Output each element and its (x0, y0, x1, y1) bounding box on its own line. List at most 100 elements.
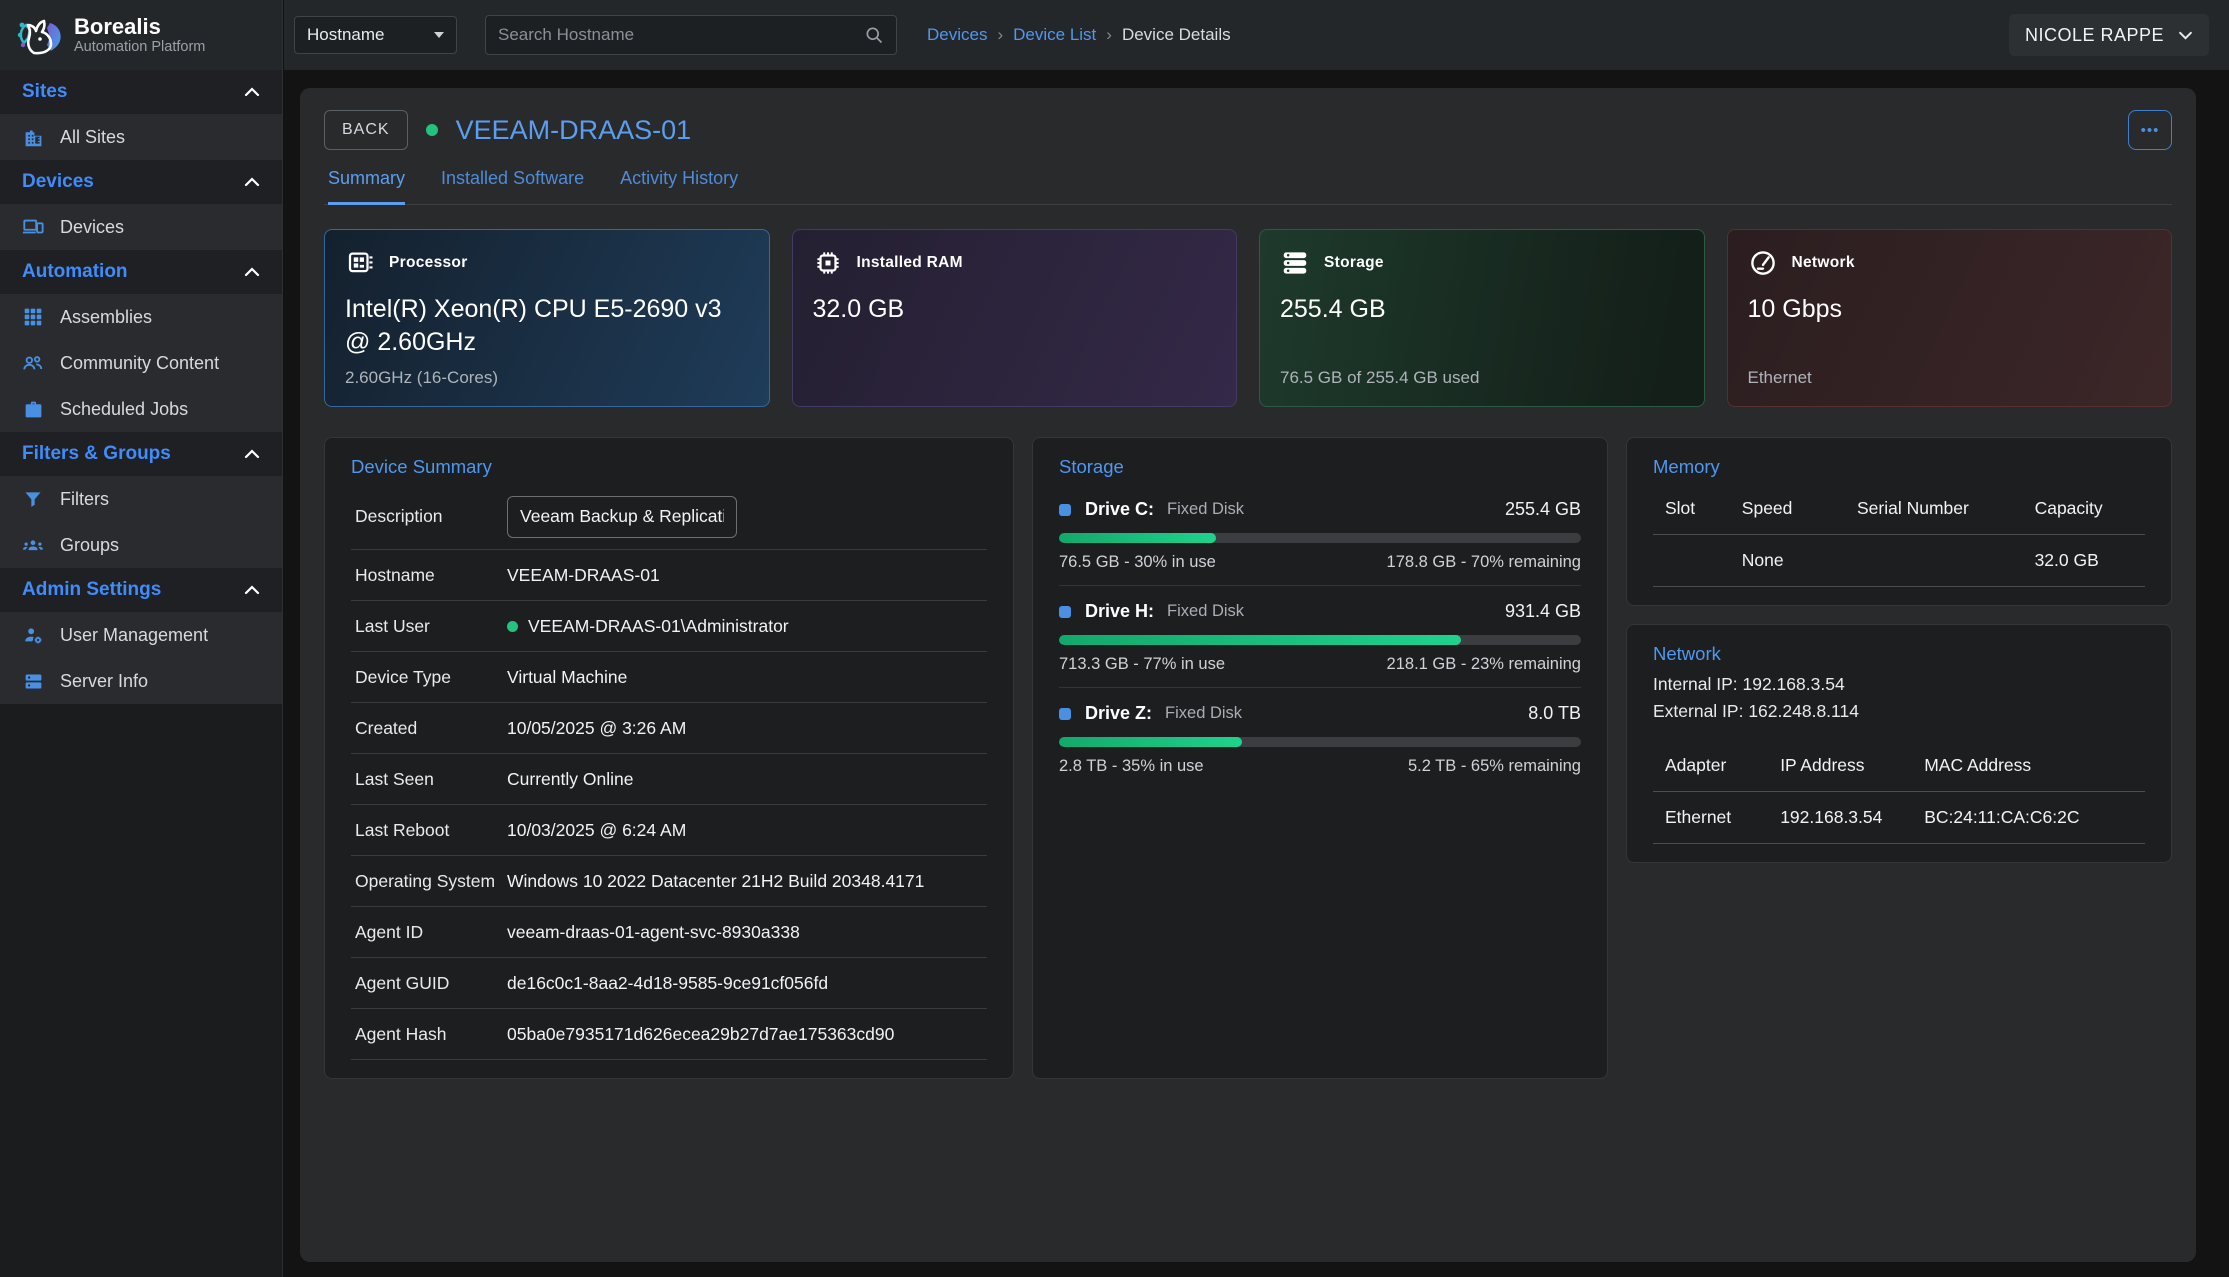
chevron-up-icon (244, 585, 260, 595)
cpu-icon (345, 248, 375, 278)
drive-h-row: Drive H: Fixed Disk 931.4 GB 713.3 GB - … (1059, 586, 1581, 688)
chevron-up-icon (244, 87, 260, 97)
storage-footer: 76.5 GB of 255.4 GB used (1280, 368, 1480, 387)
speedometer-icon (1748, 248, 1778, 278)
brand-header: Borealis Automation Platform (0, 0, 282, 70)
sidebar-section-admin-settings[interactable]: Admin Settings (0, 568, 282, 612)
briefcase-icon (22, 398, 44, 420)
back-button[interactable]: BACK (324, 110, 408, 150)
groups-icon (22, 534, 44, 556)
summary-row-created: Created 10/05/2025 @ 3:26 AM (351, 703, 987, 754)
tab-summary[interactable]: Summary (328, 168, 406, 205)
drive-h-progressbar (1059, 635, 1581, 645)
borealis-rabbit-logo-icon (12, 9, 64, 61)
summary-row-last-user: Last User VEEAM-DRAAS-01\Administrator (351, 601, 987, 652)
drive-h-remaining: 218.1 GB - 23% remaining (1386, 655, 1581, 673)
user-gear-icon (22, 624, 44, 646)
caret-down-icon (434, 32, 444, 38)
sidebar-item-all-sites[interactable]: All Sites (0, 114, 282, 160)
breadcrumb-device-list[interactable]: Device List (1013, 25, 1097, 44)
ram-value: 32.0 GB (812, 295, 905, 323)
processor-card: Processor Intel(R) Xeon(R) CPU E5-2690 v… (324, 229, 770, 407)
sidebar-item-devices[interactable]: Devices (0, 204, 282, 250)
internal-ip: Internal IP: 192.168.3.54 (1653, 674, 1845, 694)
chevron-up-icon (244, 449, 260, 459)
storage-panel-title: Storage (1059, 456, 1124, 477)
drive-z-remaining: 5.2 TB - 65% remaining (1407, 757, 1581, 775)
memory-panel: Memory Slot Speed Serial Number Capacity… (1626, 437, 2172, 606)
ram-card: Installed RAM 32.0 GB (791, 229, 1237, 407)
sidebar-section-sites[interactable]: Sites (0, 70, 282, 114)
sidebar-item-assemblies[interactable]: Assemblies (0, 294, 282, 340)
search-icon[interactable] (864, 25, 884, 45)
memory-table-row: None 32.0 GB (1653, 534, 2145, 587)
storage-stack-icon (1280, 248, 1310, 278)
storage-card-title: Storage (1324, 254, 1384, 271)
chevron-down-icon (2178, 31, 2193, 40)
summary-row-operating-system: Operating System Windows 10 2022 Datacen… (351, 856, 987, 907)
device-name: VEEAM-DRAAS-01 (455, 114, 692, 145)
storage-value: 255.4 GB (1280, 295, 1386, 323)
people-icon (22, 352, 44, 374)
stat-cards: Processor Intel(R) Xeon(R) CPU E5-2690 v… (324, 229, 2172, 407)
network-value: 10 Gbps (1747, 295, 1843, 323)
detail-panels: Device Summary Description Hostname VEEA… (324, 437, 2172, 1079)
network-table-header: Adapter IP Address MAC Address (1665, 755, 2032, 776)
ram-chip-icon (813, 248, 843, 278)
chevron-up-icon (244, 267, 260, 277)
drive-icon (1059, 503, 1071, 516)
summary-row-agent-id: Agent ID veeam-draas-01-agent-svc-8930a3… (351, 907, 987, 958)
network-card: Network 10 Gbps Ethernet (1726, 229, 2172, 407)
sidebar-item-groups[interactable]: Groups (0, 522, 282, 568)
devices-icon (22, 216, 44, 238)
drive-icon (1059, 605, 1071, 618)
summary-row-agent-hash: Agent Hash 05ba0e7935171d626ecea29b27d7a… (351, 1009, 987, 1060)
device-summary-panel: Device Summary Description Hostname VEEA… (324, 437, 1014, 1079)
right-column: Memory Slot Speed Serial Number Capacity… (1626, 437, 2172, 864)
memory-table-header: Slot Speed Serial Number Capacity (1665, 498, 2103, 518)
memory-panel-title: Memory (1653, 456, 1720, 477)
server-icon (22, 670, 44, 692)
drive-c-used: 76.5 GB - 30% in use (1059, 553, 1216, 571)
more-actions-button[interactable]: ••• (2128, 110, 2172, 150)
processor-footer: 2.60GHz (16-Cores) (345, 368, 499, 387)
user-menu-button[interactable]: NICOLE RAPPE (2008, 14, 2209, 56)
drive-z-used: 2.8 TB - 35% in use (1059, 757, 1204, 775)
breadcrumb-separator: › (997, 25, 1004, 44)
sidebar-item-user-management[interactable]: User Management (0, 612, 282, 658)
sidebar-section-filters-groups[interactable]: Filters & Groups (0, 432, 282, 476)
search-bar (485, 15, 897, 55)
drive-icon (1059, 707, 1071, 720)
brand-tagline: Automation Platform (74, 39, 206, 56)
summary-row-device-type: Device Type Virtual Machine (351, 652, 987, 703)
summary-row-last-seen: Last Seen Currently Online (351, 754, 987, 805)
device-details-panel: BACK VEEAM-DRAAS-01 ••• Summary Installe… (300, 88, 2196, 1262)
drive-c-progressbar (1059, 533, 1581, 543)
description-input[interactable] (507, 495, 737, 538)
search-input[interactable] (498, 25, 864, 45)
brand-name: Borealis (74, 13, 161, 39)
drive-z-progressbar (1059, 737, 1581, 747)
external-ip: External IP: 162.248.8.114 (1653, 701, 1859, 722)
breadcrumb-devices[interactable]: Devices (927, 25, 988, 44)
search-field-select[interactable]: Hostname (294, 16, 457, 54)
sidebar-item-scheduled-jobs[interactable]: Scheduled Jobs (0, 386, 282, 432)
device-summary-title: Device Summary (351, 456, 492, 477)
tab-installed-software[interactable]: Installed Software (441, 168, 585, 188)
network-panel-title: Network (1653, 643, 1721, 664)
grid-icon (22, 306, 44, 328)
sidebar-item-filters[interactable]: Filters (0, 476, 282, 522)
network-panel: Network Internal IP: 192.168.3.54 Extern… (1626, 624, 2172, 864)
sidebar-item-server-info[interactable]: Server Info (0, 658, 282, 704)
filter-funnel-icon (22, 488, 44, 510)
sidebar-section-automation[interactable]: Automation (0, 250, 282, 294)
summary-row-last-reboot: Last Reboot 10/03/2025 @ 6:24 AM (351, 805, 987, 856)
building-icon (22, 126, 44, 148)
topbar: Hostname Devices › Device List › Device … (284, 0, 2229, 70)
drive-c-remaining: 178.8 GB - 70% remaining (1386, 553, 1581, 571)
tab-activity-history[interactable]: Activity History (620, 168, 739, 188)
user-name: NICOLE RAPPE (2024, 24, 2164, 45)
device-tabs: Summary Installed Software Activity Hist… (324, 168, 2172, 205)
sidebar-section-devices[interactable]: Devices (0, 160, 282, 204)
sidebar-item-community-content[interactable]: Community Content (0, 340, 282, 386)
